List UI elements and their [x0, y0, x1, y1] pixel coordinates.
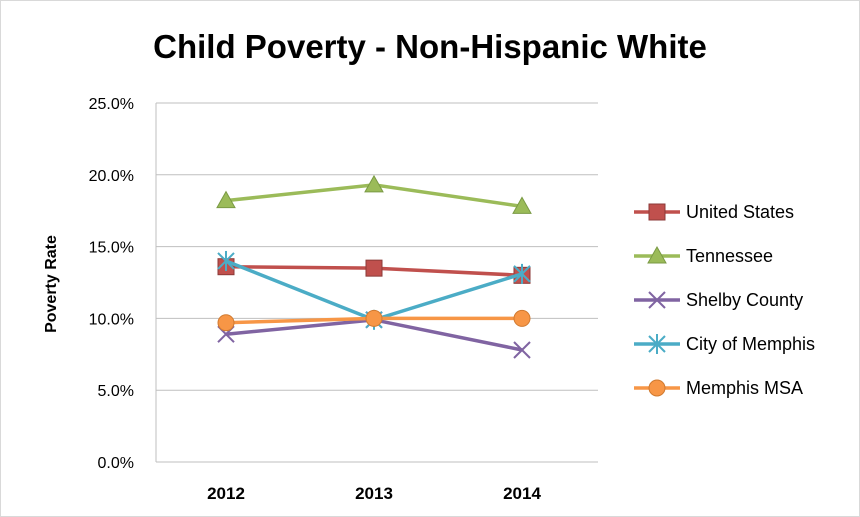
legend-label: City of Memphis [686, 334, 815, 354]
legend: United States Tennessee Shelby County City … [634, 202, 815, 398]
legend-label: Memphis MSA [686, 378, 803, 398]
legend-item-shelby-county: Shelby County [634, 290, 803, 310]
chart-title: Child Poverty - Non-Hispanic White [153, 28, 707, 65]
series-united-states [217, 258, 531, 284]
legend-marker [648, 203, 666, 221]
y-tick-label: 20.0% [89, 168, 134, 185]
data-point-city-of-memphis [513, 263, 531, 284]
x-tick-label: 2013 [355, 484, 393, 503]
legend-label: Tennessee [686, 246, 773, 266]
data-point-memphis-msa [513, 309, 531, 327]
data-point-tennessee [364, 174, 384, 193]
data-point-united-states [365, 259, 383, 277]
y-axis-label: Poverty Rate [43, 235, 60, 333]
legend-marker [648, 379, 666, 397]
y-tick-label: 5.0% [98, 383, 134, 400]
data-point-memphis-msa [365, 309, 383, 327]
legend-item-united-states: United States [634, 202, 794, 222]
y-tick-label: 15.0% [89, 240, 134, 257]
legend-marker [648, 334, 666, 354]
series-memphis-msa [217, 309, 531, 332]
y-tick-label: 25.0% [89, 96, 134, 113]
gridlines [155, 102, 598, 463]
legend-item-city-of-memphis: City of Memphis [634, 334, 815, 354]
x-axis-ticks: 2012 2013 2014 [207, 484, 541, 503]
legend-marker [648, 291, 666, 309]
legend-marker [647, 245, 667, 264]
legend-label: Shelby County [686, 290, 803, 310]
legend-item-tennessee: Tennessee [634, 245, 773, 266]
y-tick-label: 10.0% [89, 311, 134, 328]
y-axis-ticks: 0.0% 5.0% 10.0% 15.0% 20.0% 25.0% [89, 96, 134, 472]
legend-item-memphis-msa: Memphis MSA [634, 378, 803, 398]
series-group [216, 174, 532, 359]
data-point-memphis-msa [217, 314, 235, 332]
data-point-tennessee [512, 196, 532, 214]
data-point-shelby-county [513, 341, 531, 359]
data-point-tennessee [216, 190, 236, 209]
y-tick-label: 0.0% [98, 455, 134, 472]
x-tick-label: 2012 [207, 484, 245, 503]
legend-label: United States [686, 202, 794, 222]
x-tick-label: 2014 [503, 484, 541, 503]
data-point-city-of-memphis [217, 250, 235, 271]
series-tennessee [216, 174, 532, 214]
